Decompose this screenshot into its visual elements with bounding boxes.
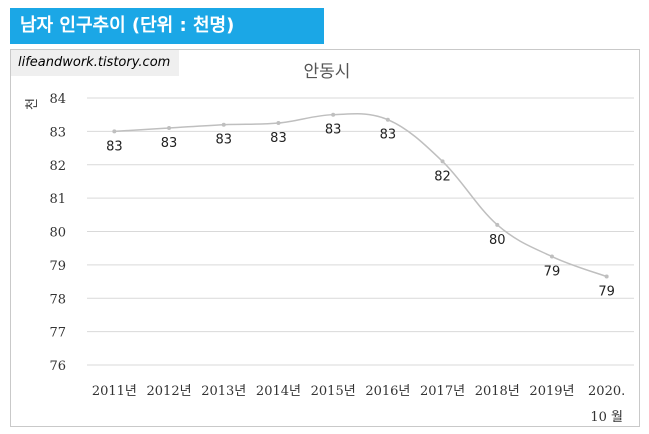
- data-point: [495, 222, 500, 227]
- x-tick-label: 2014년: [256, 384, 301, 399]
- y-tick-label: 84: [49, 92, 66, 107]
- data-label: 83: [325, 123, 342, 138]
- data-label: 79: [598, 285, 615, 300]
- series-line-layer: [114, 113, 607, 278]
- y-tick-label: 83: [49, 125, 66, 140]
- data-label: 82: [434, 169, 451, 184]
- data-point: [604, 274, 609, 279]
- x-tick-label: 2017년: [420, 384, 465, 399]
- data-point: [112, 129, 117, 134]
- watermark-site: lifeandwork.tistory.com: [11, 50, 179, 76]
- x-tick-label: 2018년: [475, 384, 520, 399]
- chart-title: 안동시: [304, 62, 351, 82]
- data-points: [112, 112, 609, 279]
- series-line: [114, 113, 607, 278]
- chart-frame: [10, 49, 640, 427]
- data-labels: 83 83 83 83 83 83 82 80 79 79: [106, 123, 615, 300]
- x-tick-label: 2015년: [311, 384, 356, 399]
- x-tick-label: 2016년: [365, 384, 410, 399]
- x-tick-label: 2012년: [147, 384, 192, 399]
- data-point: [221, 122, 226, 127]
- data-point: [331, 112, 336, 117]
- data-label: 83: [161, 136, 178, 151]
- data-label: 83: [215, 133, 232, 148]
- y-axis-label: 천: [25, 98, 40, 110]
- data-point: [167, 126, 172, 131]
- data-point: [385, 117, 390, 122]
- data-point: [276, 121, 281, 126]
- x-tick-label: 2011년: [92, 384, 137, 399]
- data-point: [440, 159, 445, 164]
- x-axis-ticks: 2011년 2012년 2013년 2014년 2015년 2016년 2017년 2018년…: [92, 384, 625, 425]
- x-tick-label: 2013년: [201, 384, 246, 399]
- data-label: 83: [270, 131, 287, 146]
- y-tick-label: 76: [49, 359, 66, 374]
- y-tick-label: 81: [49, 192, 66, 207]
- x-tick-label: 10 월: [590, 410, 623, 425]
- gridlines: [87, 97, 634, 366]
- data-label: 83: [380, 128, 397, 143]
- y-tick-label: 77: [49, 326, 66, 341]
- x-tick-label: 2020.: [588, 384, 625, 399]
- y-axis-ticks: 76 77 78 79 80 81 82 83 84: [49, 92, 66, 374]
- data-label: 83: [106, 139, 123, 154]
- data-label: 79: [544, 265, 561, 280]
- y-tick-label: 79: [49, 259, 66, 274]
- x-tick-label: 2019년: [529, 384, 574, 399]
- y-tick-label: 80: [49, 226, 66, 241]
- data-label: 80: [489, 233, 506, 248]
- header-title: 남자 인구추이 (단위 : 천명): [10, 8, 324, 44]
- y-tick-label: 78: [49, 292, 66, 307]
- data-point: [549, 254, 554, 259]
- y-tick-label: 82: [49, 159, 66, 174]
